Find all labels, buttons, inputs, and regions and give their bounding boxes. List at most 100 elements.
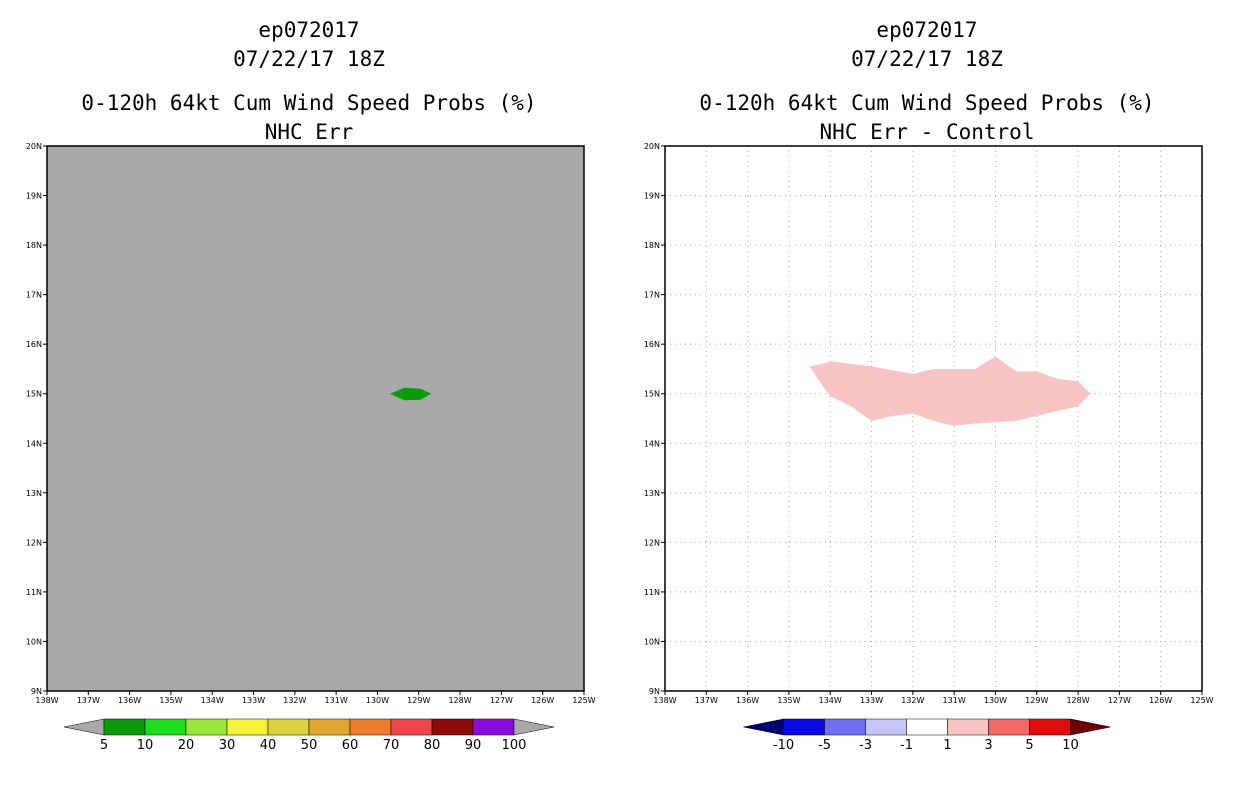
- subtitle: NHC Err: [264, 120, 354, 144]
- colorbar-label: 20: [178, 738, 195, 753]
- colorbar-cell: [947, 718, 989, 736]
- lat-tick-label: 19N: [26, 192, 42, 201]
- lon-tick-label: 137W: [695, 696, 718, 705]
- lat-tick-label: 10N: [644, 637, 660, 646]
- colorbar-cell: [267, 718, 310, 736]
- colorbar-arrow-right: [1070, 718, 1111, 736]
- lon-tick-label: 135W: [777, 696, 800, 705]
- lat-tick-label: 11N: [26, 588, 42, 597]
- lon-tick-label: 136W: [736, 696, 759, 705]
- colorbar-label: -3: [859, 738, 872, 753]
- left-chart-svg: 9N 10N 11N 12N 13N 14N 15N 16N 17N 18N 19N 20N 138W 1…: [26, 142, 596, 753]
- lat-tick-label: 15N: [26, 390, 42, 399]
- colorbar-cell: [824, 718, 866, 736]
- plot-frame: [46, 145, 585, 692]
- colorbar-label: 5: [100, 738, 108, 753]
- lat-tick-label: 15N: [644, 390, 660, 399]
- colorbar-cell: [185, 718, 228, 736]
- lon-tick-label: 138W: [653, 696, 676, 705]
- colorbar-cell: [308, 718, 351, 736]
- lon-tick-label: 134W: [819, 696, 842, 705]
- lat-tick-label: 19N: [644, 192, 660, 201]
- right-chart-svg: 9N 10N 11N 12N 13N 14N 15N 16N 17N 18N 19N 20N 138W 1…: [644, 142, 1214, 753]
- colorbar-cell: [783, 718, 825, 736]
- colorbar-cell: [431, 718, 474, 736]
- lon-tick-label: 131W: [325, 696, 348, 705]
- plot-frame: [664, 145, 1203, 692]
- lon-tick-label: 129W: [1025, 696, 1048, 705]
- storm-id-title: ep072017: [876, 18, 978, 42]
- lat-tick-label: 9N: [31, 687, 42, 696]
- colorbar-arrow-right: [513, 718, 555, 736]
- plot-area: [47, 146, 584, 691]
- product-title: 0-120h 64kt Cum Wind Speed Probs (%): [699, 91, 1155, 115]
- lat-tick-label: 10N: [26, 637, 42, 646]
- colorbar-label: 10: [1062, 738, 1079, 753]
- colorbar-cell: [906, 718, 948, 736]
- product-title: 0-120h 64kt Cum Wind Speed Probs (%): [81, 91, 537, 115]
- lon-tick-label: 132W: [901, 696, 924, 705]
- colorbar-label: 90: [465, 738, 482, 753]
- lat-tick-label: 18N: [26, 241, 42, 250]
- lon-tick-label: 132W: [283, 696, 306, 705]
- colorbar-cell: [865, 718, 907, 736]
- colorbar-label: 10: [137, 738, 154, 753]
- lon-tick-label: 130W: [984, 696, 1007, 705]
- lat-tick-label: 20N: [644, 142, 660, 151]
- storm-id-title: ep072017: [258, 18, 360, 42]
- lat-tick-label: 13N: [26, 489, 42, 498]
- colorbar-label: -5: [818, 738, 831, 753]
- datetime-title: 07/22/17 18Z: [851, 47, 1003, 71]
- colorbar-label: 40: [260, 738, 277, 753]
- lon-tick-label: 127W: [490, 696, 513, 705]
- lon-tick-label: 125W: [572, 696, 595, 705]
- colorbar-label: 100: [502, 738, 527, 753]
- lat-tick-label: 14N: [26, 439, 42, 448]
- lat-tick-label: 17N: [644, 291, 660, 300]
- colorbar-cell: [1029, 718, 1071, 736]
- colorbar-cell: [349, 718, 392, 736]
- lon-tick-label: 136W: [118, 696, 141, 705]
- lon-tick-label: 131W: [943, 696, 966, 705]
- lon-tick-label: 134W: [201, 696, 224, 705]
- colorbar-label: 1: [943, 738, 951, 753]
- right-chart-panel: ep072017 07/22/17 18Z 0-120h 64kt Cum Wi…: [618, 0, 1236, 800]
- colorbar-label: 3: [984, 738, 992, 753]
- lat-tick-label: 9N: [649, 687, 660, 696]
- lat-tick-label: 20N: [26, 142, 42, 151]
- lon-tick-label: 133W: [242, 696, 265, 705]
- lon-tick-label: 126W: [1149, 696, 1172, 705]
- colorbar-label: 30: [219, 738, 236, 753]
- lon-tick-label: 128W: [1066, 696, 1089, 705]
- colorbar-label: 50: [301, 738, 318, 753]
- colorbar-label: 5: [1025, 738, 1033, 753]
- lon-tick-label: 126W: [531, 696, 554, 705]
- lat-tick-label: 17N: [26, 291, 42, 300]
- lon-tick-label: 138W: [35, 696, 58, 705]
- subtitle: NHC Err - Control: [819, 120, 1035, 144]
- lon-tick-label: 127W: [1108, 696, 1131, 705]
- lon-tick-label: 125W: [1190, 696, 1213, 705]
- left-chart-panel: ep072017 07/22/17 18Z 0-120h 64kt Cum Wi…: [26, 18, 596, 753]
- lat-tick-label: 14N: [644, 439, 660, 448]
- colorbar-cell: [226, 718, 269, 736]
- colorbar-arrow-left: [743, 718, 784, 736]
- probability-region: [389, 387, 432, 401]
- lat-tick-label: 16N: [26, 340, 42, 349]
- colorbar-cell: [103, 718, 146, 736]
- colorbar-label: 70: [383, 738, 400, 753]
- datetime-title: 07/22/17 18Z: [233, 47, 385, 71]
- lon-tick-label: 133W: [860, 696, 883, 705]
- lon-tick-label: 129W: [407, 696, 430, 705]
- colorbar-label: -1: [900, 738, 913, 753]
- colorbar-label: -10: [773, 738, 794, 753]
- lat-tick-label: 13N: [644, 489, 660, 498]
- lon-tick-label: 128W: [448, 696, 471, 705]
- lon-tick-label: 137W: [77, 696, 100, 705]
- lat-tick-label: 11N: [644, 588, 660, 597]
- colorbar-arrow-left: [63, 718, 105, 736]
- lat-tick-label: 16N: [644, 340, 660, 349]
- lon-tick-label: 130W: [366, 696, 389, 705]
- colorbar-cell: [472, 718, 515, 736]
- lat-tick-label: 18N: [644, 241, 660, 250]
